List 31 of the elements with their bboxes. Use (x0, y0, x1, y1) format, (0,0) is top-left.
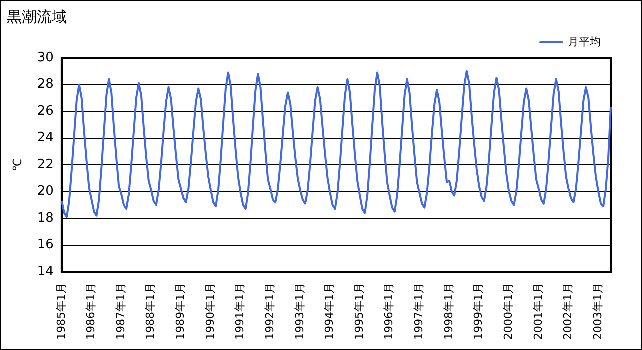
y-tick-label: 26 (37, 104, 54, 119)
y-tick-label: 24 (37, 130, 54, 146)
y-tick-label: 22 (37, 157, 54, 172)
x-tick-label: 1996年1月 (382, 283, 396, 340)
legend-label: 月平均 (568, 35, 601, 48)
x-tick-label: 1989年1月 (174, 283, 188, 340)
x-tick-label: 1991年1月 (234, 283, 247, 340)
x-tick-label: 1986年1月 (84, 283, 98, 340)
y-axis-title: ℃ (10, 159, 25, 172)
x-tick-label: 1990年1月 (204, 283, 217, 340)
x-tick-label: 1985年1月 (54, 283, 68, 340)
y-tick-label: 18 (37, 210, 54, 226)
y-tick-label: 30 (37, 50, 54, 66)
chart-title: 黒潮流域 (7, 8, 67, 26)
x-tick-label: 2000年1月 (502, 283, 515, 340)
x-tick-label: 1994年1月 (323, 283, 336, 340)
x-tick-label: 1995年1月 (352, 283, 366, 340)
x-tick-label: 1993年1月 (293, 283, 306, 340)
y-tick-label: 14 (37, 264, 54, 280)
x-tick-label: 1992年1月 (263, 283, 276, 340)
x-tick-label: 1987年1月 (114, 283, 128, 340)
x-tick-label: 2001年1月 (532, 283, 545, 340)
x-tick-label: 2002年1月 (562, 283, 575, 340)
x-tick-label: 1988年1月 (144, 283, 158, 340)
x-tick-label: 1997年1月 (412, 283, 426, 340)
x-tick-label: 2003年1月 (591, 283, 604, 340)
y-tick-label: 20 (37, 184, 54, 200)
y-tick-label: 16 (37, 238, 54, 253)
x-tick-label: 1998年1月 (442, 283, 456, 340)
y-tick-label: 28 (37, 77, 54, 92)
x-tick-label: 1999年1月 (472, 283, 486, 340)
